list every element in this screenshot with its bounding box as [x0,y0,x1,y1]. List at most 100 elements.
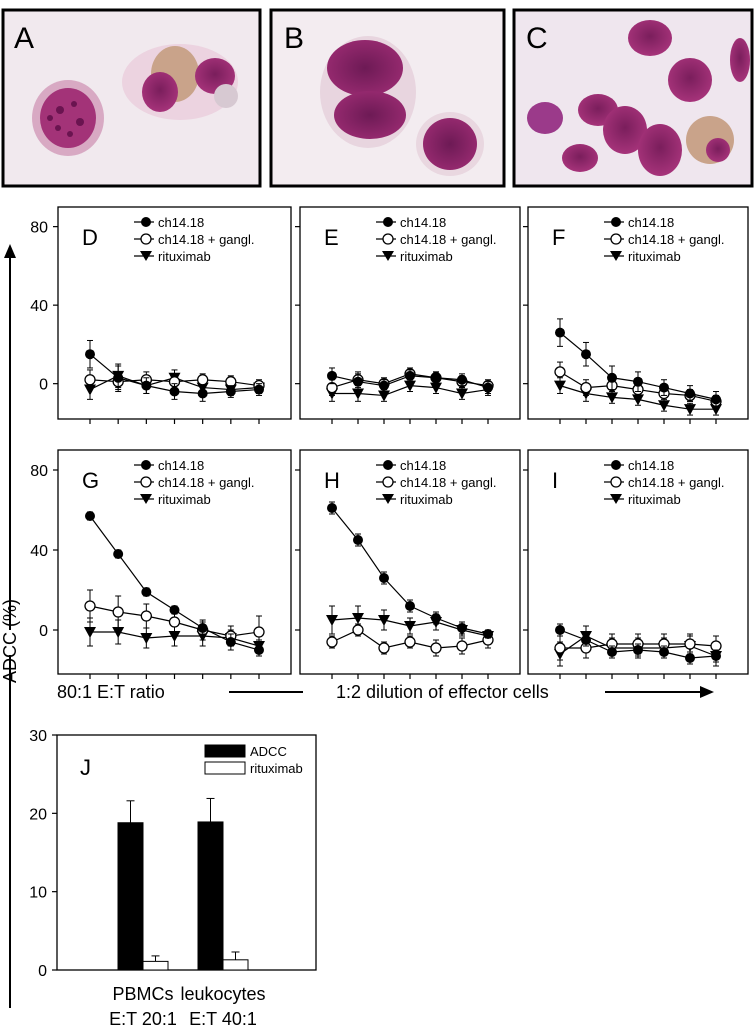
data-point [353,376,363,387]
data-point [84,600,96,612]
data-point [140,610,152,622]
data-point [684,638,696,650]
legend-label: ch14.18 [628,458,674,473]
y-tick-label: 20 [29,806,47,823]
data-point [378,615,390,626]
y-tick-label: 30 [29,728,47,745]
data-point [85,511,95,521]
x-axis-arrowhead [700,686,714,698]
data-point [633,376,643,387]
legend-marker-triangle [382,251,394,261]
legend-label: ch14.18 [400,215,446,230]
legend-marker-filled-circle [383,460,393,470]
y-tick-label: 80 [30,220,48,237]
data-point [352,613,364,624]
data-point [456,388,468,400]
data-point [555,327,565,338]
data-point [168,616,181,628]
bar [117,822,144,971]
legend-marker-open-circle [610,476,622,488]
legend-label: rituximab [628,492,681,507]
data-point [554,380,566,392]
legend-label: ch14.18 + gangl. [628,232,725,247]
x-axis-left-label: 80:1 E:T ratio [57,682,165,702]
legend-marker-open-circle [140,476,152,488]
data-point [225,386,236,397]
data-point [379,380,389,391]
bar [222,959,249,971]
legend-label: ch14.18 + gangl. [400,475,497,490]
y-tick-label: 10 [29,885,47,902]
panel-letter: E [324,225,339,250]
legend: ADCC rituximab [204,744,303,776]
legend-marker-triangle [140,251,152,261]
legend-label: rituximab [158,249,211,264]
data-point [658,400,670,412]
legend-marker-triangle [140,494,152,504]
y-tick-label: 40 [30,298,48,315]
data-point [197,623,208,633]
data-point [113,372,124,383]
cell-lymphocyte-b [416,112,484,176]
data-point [141,380,152,391]
data-point [607,647,617,657]
legend-label: ADCC [250,744,287,759]
data-point [404,621,416,632]
series-ch14-18-gangl- [326,623,494,657]
data-point [430,382,442,394]
micrograph-letter: B [284,22,304,55]
legend-label: ch14.18 [158,215,204,230]
data-point [554,642,566,654]
data-point [405,370,415,381]
legend-label: ch14.18 + gangl. [400,232,497,247]
legend-label: ch14.18 [628,215,674,230]
data-point [169,386,180,397]
data-point [685,388,695,399]
legend-marker-triangle [382,494,394,504]
legend-label: rituximab [250,761,303,776]
data-point [659,382,669,393]
cell-monocyte-b [320,36,416,148]
micrograph-letter: C [526,22,548,55]
data-point [85,349,95,360]
data-point [457,623,467,633]
series-ch14-18 [327,501,493,639]
data-point [84,374,96,386]
data-point [352,624,364,636]
panel-letter: F [552,225,565,250]
data-point [352,388,364,400]
legend: ch14.18 ch14.18 + gangl. rituximab [376,215,497,264]
data-point [197,388,208,399]
data-point [456,640,468,652]
y-tick-label: 40 [30,543,48,560]
legend: ch14.18 ch14.18 + gangl. rituximab [604,458,725,507]
panel-letter: D [82,225,98,250]
data-point [457,374,467,385]
data-point [404,636,416,648]
legend: ch14.18 ch14.18 + gangl. rituximab [376,458,497,507]
legend-marker-open-circle [610,233,622,245]
data-point [431,613,441,623]
data-point [112,627,125,638]
data-point [327,503,337,513]
data-point [169,605,180,615]
micrograph-c: C [512,8,754,188]
data-point [554,366,566,378]
series-ch14-18 [327,367,493,394]
data-point [405,601,415,611]
legend-label: rituximab [400,492,453,507]
y-tick-label: 0 [39,623,48,640]
data-point [326,615,338,626]
data-point [225,637,236,647]
data-point [431,372,441,383]
panel-letter: H [324,468,340,493]
data-point [113,549,124,559]
data-point [254,645,264,655]
data-point [711,651,721,661]
series-ch14-18 [555,623,721,665]
data-point [140,633,153,644]
x-axis-right-label: 1:2 dilution of effector cells [336,682,549,702]
